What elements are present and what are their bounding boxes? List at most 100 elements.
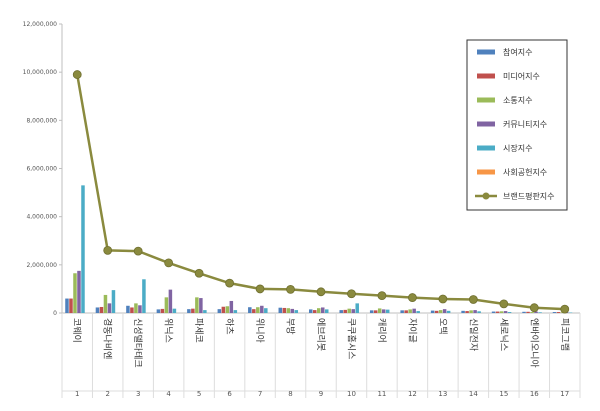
y-tick-label: 10,000,000 (23, 69, 58, 76)
bar-시장지수 (172, 308, 177, 313)
brand-reputation-point (225, 278, 234, 288)
bar-커뮤니티지수 (260, 305, 264, 313)
legend-swatch (477, 97, 495, 103)
bar-시장지수 (203, 310, 207, 313)
bar-미디어지수 (221, 306, 226, 313)
bar-커뮤니티지수 (229, 300, 234, 313)
x-axis-categories: 코웨이 경동나비엔 신성델타테크 위닉스 파세코 하츠 위니아 부방 에브리봇 쿠쿠홈시스 캐리어 자… (71, 318, 571, 368)
bar-소통지수 (134, 303, 138, 313)
rank-number: 3 (136, 390, 140, 398)
bar-참여지수 (156, 309, 161, 313)
bar-커뮤니티지수 (290, 308, 295, 313)
bar-미디어지수 (343, 309, 347, 313)
bar-미디어지수 (252, 309, 256, 313)
bar-커뮤니티지수 (321, 307, 325, 313)
legend-swatch (477, 73, 495, 79)
bar-시장지수 (446, 310, 451, 313)
bar-소통지수 (225, 306, 230, 313)
bar-시장지수 (142, 279, 146, 313)
bar-커뮤니티지수 (138, 305, 142, 313)
bar-참여지수 (461, 310, 465, 313)
category-label: 파세코 (193, 318, 204, 343)
bar-미디어지수 (191, 308, 195, 313)
bar-참여지수 (65, 298, 69, 313)
brand-reputation-point (72, 70, 82, 79)
bar-참여지수 (217, 309, 222, 313)
legend-label: 사회공헌지수 (503, 168, 547, 177)
legend-label: 커뮤니티지수 (503, 119, 547, 129)
brand-reputation-point (316, 287, 326, 297)
category-label: 피코그램 (559, 318, 571, 351)
category-label: 하츠 (224, 318, 235, 335)
bar-소통지수 (377, 308, 382, 313)
bar-커뮤니티지수 (381, 309, 386, 313)
bar-시장지수 (233, 310, 238, 313)
rank-number: 13 (438, 390, 447, 398)
bar-시장지수 (294, 310, 299, 313)
bar-미디어지수 (69, 298, 73, 313)
bar-커뮤니티지수 (77, 270, 81, 313)
bar-소통지수 (530, 312, 534, 313)
category-label: 코웨이 (71, 318, 83, 343)
legend-swatch (477, 49, 495, 55)
bar-커뮤니티지수 (199, 298, 203, 313)
rank-number: 9 (319, 390, 323, 398)
bar-소통지수 (469, 310, 473, 313)
brand-reputation-point (103, 245, 113, 255)
bar-series (65, 185, 573, 313)
brand-reputation-point (194, 268, 204, 278)
rank-number: 1 (75, 390, 79, 398)
y-tick-label: 4,000,000 (26, 214, 57, 221)
bar-미디어지수 (434, 310, 439, 313)
bar-미디어지수 (282, 307, 287, 313)
bar-커뮤니티지수 (412, 308, 416, 313)
category-label: 자이글 (406, 318, 417, 343)
bar-소통지수 (73, 273, 77, 313)
y-tick-label: 2,000,000 (26, 262, 57, 269)
y-axis-ticks: 0 2,000,000 4,000,000 6,000,000 8,000,000 10,… (23, 21, 62, 317)
brand-reputation-point (560, 304, 570, 314)
line-series (72, 70, 570, 314)
legend-label: 참여지수 (503, 47, 532, 57)
bar-참여지수 (309, 309, 313, 313)
bar-커뮤니티지수 (534, 311, 538, 313)
rank-number: 5 (197, 390, 201, 398)
bar-시장지수 (325, 309, 329, 313)
rank-number: 6 (227, 390, 232, 398)
rank-number: 17 (560, 390, 569, 398)
bar-미디어지수 (404, 310, 408, 313)
rank-number: 15 (499, 390, 508, 398)
brand-reputation-point (347, 289, 356, 299)
rank-number: 10 (347, 390, 356, 398)
legend-swatch (477, 121, 495, 127)
legend-line-marker (482, 192, 490, 200)
brand-reputation-point (255, 284, 265, 294)
bar-커뮤니티지수 (442, 309, 447, 313)
bar-시장지수 (385, 309, 390, 313)
x-axis-rank-numbers: 1 2 3 4 5 6 7 8 9 10 11 12 13 14 15 16 17 (75, 390, 569, 398)
legend-label: 시장지수 (503, 143, 532, 153)
category-label: 쿠쿠홈시스 (345, 318, 357, 359)
bar-커뮤니티지수 (473, 310, 477, 313)
bar-미디어지수 (526, 311, 530, 313)
bar-시장지수 (81, 185, 85, 313)
category-label: 엔바이오니아 (528, 318, 539, 368)
bar-미디어지수 (99, 306, 104, 313)
bar-시장지수 (416, 311, 420, 313)
bar-소통지수 (286, 308, 291, 313)
rank-number: 4 (166, 390, 171, 398)
bar-참여지수 (552, 312, 557, 313)
bar-참여지수 (248, 307, 252, 313)
rank-number: 7 (258, 390, 262, 398)
category-label: 위니아 (254, 318, 265, 344)
bar-미디어지수 (373, 310, 378, 313)
bar-소통지수 (347, 308, 351, 313)
category-label: 위닉스 (163, 318, 174, 343)
rank-number: 11 (377, 390, 386, 398)
bar-커뮤니티지수 (107, 303, 112, 313)
category-label: 에브리봇 (315, 318, 326, 351)
bar-미디어지수 (160, 308, 165, 313)
bar-소통지수 (408, 309, 412, 313)
